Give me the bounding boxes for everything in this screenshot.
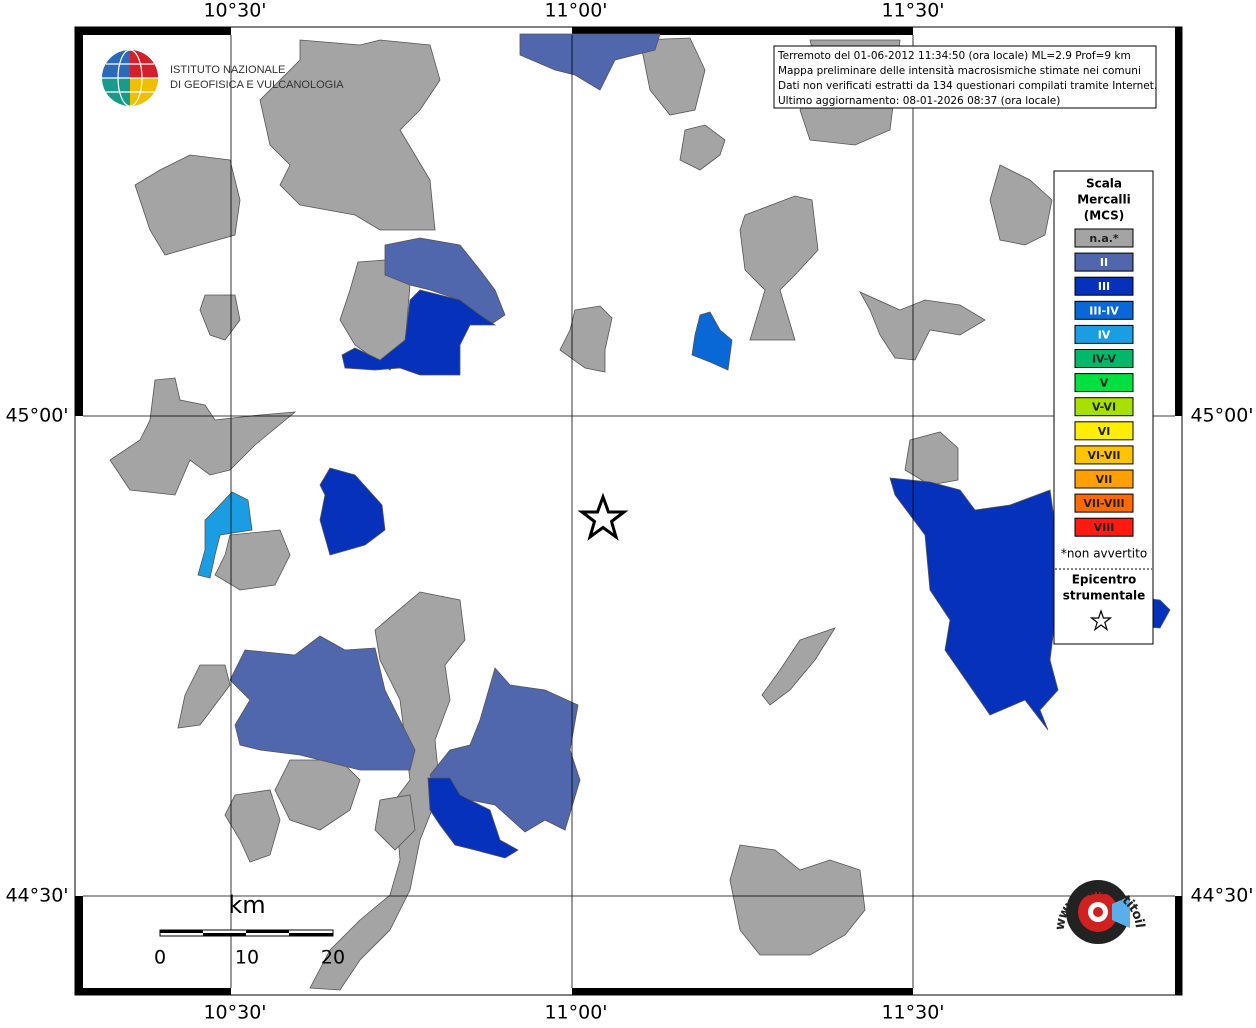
legend-swatch [1074, 276, 1134, 296]
legend-label: III-IV [1089, 304, 1119, 317]
municipality [109, 377, 297, 496]
scale-bar: km 0 10 20 [154, 891, 345, 969]
legend-label: III [1098, 280, 1110, 293]
legend-swatch [1074, 373, 1134, 393]
legend-label: VII [1096, 473, 1113, 486]
legend-swatch [1074, 252, 1134, 272]
legend-swatch [1074, 421, 1134, 441]
municipality [739, 195, 819, 341]
graticule [83, 35, 1175, 988]
lon-label: 11°30' [881, 0, 944, 22]
legend-label: IV [1098, 328, 1111, 341]
municipality [177, 664, 231, 729]
legend-label: V-VI [1092, 401, 1116, 414]
municipality [374, 794, 416, 851]
municipality [761, 627, 836, 706]
legend-label: VIII [1094, 521, 1115, 534]
legend-epicenter: Epicentro [1072, 573, 1137, 587]
legend-label: VI [1098, 425, 1111, 438]
municipality [224, 789, 281, 863]
info-box [773, 45, 1157, 109]
municipality [559, 305, 613, 373]
municipality [639, 37, 706, 116]
municipality [384, 237, 506, 326]
institute-name: ISTITUTO NAZIONALE [170, 64, 285, 76]
info-line: Mappa preliminare delle intensità macros… [778, 65, 1141, 77]
scale-unit: km [228, 891, 265, 919]
municipality [319, 467, 386, 556]
info-line: Terremoto del 01-06-2012 11:34:50 (ora l… [777, 50, 1131, 62]
legend-epicenter: strumentale [1063, 589, 1146, 603]
municipality [427, 777, 519, 859]
legend-swatch [1074, 469, 1134, 489]
legend-swatch [1074, 300, 1134, 320]
frame-ticks [75, 27, 1182, 995]
legend-swatch [1074, 397, 1134, 417]
legend-label: II [1100, 256, 1108, 269]
scale-tick: 20 [321, 947, 345, 969]
scale-tick: 0 [154, 947, 166, 969]
lat-label: 44°30' [1190, 885, 1253, 907]
scale-tick: 10 [235, 947, 259, 969]
municipalities [109, 33, 1171, 991]
legend-swatch [1074, 228, 1134, 248]
institute-name: DI GEOFISICA E VULCANOLOGIA [170, 79, 344, 91]
legend-label: IV-V [1092, 353, 1117, 366]
lat-label: 45°00' [5, 405, 68, 427]
lon-label: 11°00' [544, 1002, 607, 1024]
municipality [691, 311, 733, 371]
municipality [889, 477, 1171, 731]
municipality [259, 39, 441, 231]
municipality [214, 529, 291, 591]
lon-label: 11°30' [881, 1002, 944, 1024]
municipality [197, 491, 253, 579]
lat-label: 45°00' [1190, 405, 1253, 427]
legend-title: (MCS) [1084, 209, 1125, 223]
lon-label: 11°00' [544, 0, 607, 22]
lon-label: 10°30' [203, 1002, 266, 1024]
epicenter [577, 492, 629, 541]
legend-title: Mercalli [1077, 193, 1131, 207]
legend-title: Scala [1086, 177, 1122, 191]
municipality [904, 431, 959, 486]
municipality [989, 164, 1053, 246]
legend-label: VII-VIII [1083, 497, 1124, 510]
legend-label: n.a.* [1089, 232, 1119, 245]
legend-swatch [1074, 349, 1134, 368]
legend-note: *non avvertito [1061, 547, 1147, 561]
legend-swatch [1074, 324, 1134, 344]
municipality [859, 291, 986, 361]
municipality [519, 33, 661, 91]
ingv-logo: ISTITUTO NAZIONALE DI GEOFISICA E VULCAN… [102, 49, 344, 107]
info-line: Ultimo aggiornamento: 08-01-2026 08:37 (… [778, 95, 1060, 107]
legend-swatch [1074, 517, 1134, 537]
lat-label: 44°30' [5, 885, 68, 907]
municipality [729, 844, 866, 956]
lon-label: 10°30' [203, 0, 266, 22]
municipality [679, 124, 726, 171]
legend: Scala Mercalli (MCS) *non avvertito Epic… [1055, 177, 1152, 632]
municipality [229, 635, 416, 771]
municipality [199, 294, 241, 341]
legend-label: VI-VII [1087, 449, 1120, 462]
municipality [341, 289, 497, 376]
legend-swatch [1074, 445, 1134, 465]
municipality [134, 154, 241, 256]
municipality [429, 667, 581, 833]
legend-swatch [1074, 493, 1134, 513]
legend-label: V [1100, 377, 1109, 390]
info-line: Dati non verificati estratti da 134 ques… [778, 80, 1157, 92]
